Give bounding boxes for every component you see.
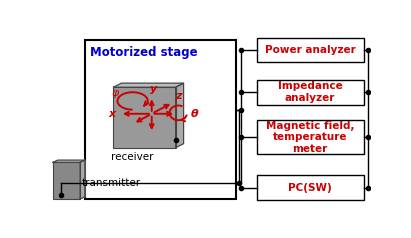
Bar <box>53 162 80 199</box>
Bar <box>257 120 363 154</box>
Polygon shape <box>175 83 184 148</box>
Text: x: x <box>108 109 115 119</box>
Text: Impedance
analyzer: Impedance analyzer <box>278 81 342 103</box>
Polygon shape <box>113 83 184 87</box>
Text: y: y <box>150 84 157 94</box>
Text: φ: φ <box>112 88 119 98</box>
Bar <box>257 175 363 200</box>
Text: PC(SW): PC(SW) <box>288 183 332 193</box>
Text: θ: θ <box>190 109 198 119</box>
Text: Magnetic field,
temperature
meter: Magnetic field, temperature meter <box>266 120 354 154</box>
Text: receiver: receiver <box>111 152 154 162</box>
Polygon shape <box>53 160 85 162</box>
Text: z: z <box>175 91 182 101</box>
Text: Motorized stage: Motorized stage <box>90 46 197 59</box>
Bar <box>257 38 363 62</box>
Bar <box>85 40 236 199</box>
Bar <box>257 80 363 105</box>
Polygon shape <box>80 160 85 199</box>
Bar <box>113 87 175 148</box>
Text: transmitter: transmitter <box>82 178 141 188</box>
Text: Power analyzer: Power analyzer <box>265 45 356 55</box>
